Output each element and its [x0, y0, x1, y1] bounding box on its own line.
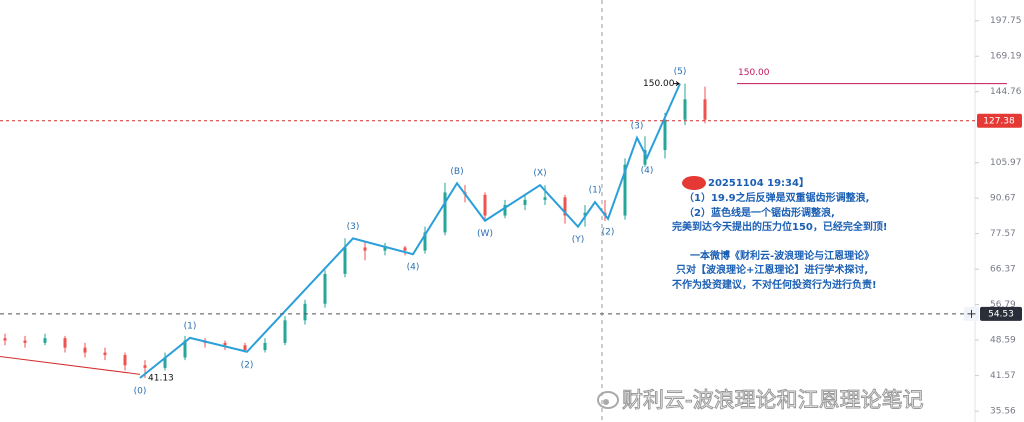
candle-body: [423, 232, 427, 251]
candle-body: [263, 342, 267, 351]
note-line: （1）19.9之后反弹是双重锯齿形调整浪,: [684, 191, 869, 204]
candle-body: [543, 197, 547, 200]
candle-body: [443, 192, 447, 233]
y-tick-label: 144.76: [990, 87, 1022, 97]
candle-body: [183, 340, 187, 358]
note-line: 完美到达今天提出的压力位150，已经完全到顶!: [672, 220, 887, 233]
crosshair-plus: [967, 309, 976, 318]
y-tick-label: 56.79: [990, 300, 1016, 310]
candle-body: [383, 247, 387, 251]
candle-body: [3, 338, 7, 341]
candle-body: [163, 357, 167, 368]
candle-body: [343, 247, 347, 274]
low-label: 41.13: [148, 374, 174, 384]
wave-label: (3): [631, 121, 644, 131]
y-tick-label: 105.97: [990, 158, 1022, 168]
candle-body: [683, 99, 687, 120]
candle-body: [103, 352, 107, 356]
candle-body: [703, 99, 707, 120]
price-axis-bg: [975, 0, 1024, 422]
y-tick-label: 90.67: [990, 194, 1016, 204]
candle-body: [363, 247, 367, 251]
current-price-label: 127.38: [983, 116, 1015, 126]
candle-body: [563, 197, 567, 216]
wave-label: (5): [674, 67, 687, 77]
wave-label: (2): [241, 360, 254, 370]
candle-body: [403, 247, 407, 251]
wave-label: (4): [407, 263, 420, 273]
current-price-box: [977, 113, 1022, 128]
target-arrow: [673, 81, 680, 87]
y-tick-label: 48.59: [990, 336, 1016, 346]
candle-body: [483, 194, 487, 216]
candle-body: [583, 212, 587, 216]
candle-body: [283, 320, 287, 343]
candle-body: [63, 338, 67, 348]
note-line: 一本微博《财利云-波浪理论与江恩理论》: [690, 249, 874, 262]
y-tick-label: 77.57: [990, 229, 1016, 239]
candle-body: [663, 119, 667, 151]
y-tick-label: 41.57: [990, 371, 1016, 381]
wave-line: [139, 83, 681, 379]
y-tick-label: 66.37: [990, 265, 1016, 275]
wave-label: (0): [134, 387, 147, 397]
candle-body: [623, 164, 627, 216]
wave-label: (3): [347, 222, 360, 232]
target-marker-label: 150.00: [643, 79, 675, 89]
watermark-icon: [597, 391, 619, 409]
candle-body: [643, 150, 647, 165]
wave-label: (2): [602, 227, 615, 237]
note-line: 只对【波浪理论+江恩理论】进行学术探讨,: [676, 263, 868, 276]
wave-label: (B): [450, 167, 463, 177]
wave-label: (1): [184, 321, 197, 331]
y-tick-label: 35.56: [990, 407, 1016, 417]
candle-body: [223, 342, 227, 346]
wave-label: (X): [533, 169, 546, 179]
note-line: 不作为投资建议，不对任何投资行为进行负责!: [672, 278, 877, 291]
candle-body: [523, 199, 527, 205]
watermark: 财利云-波浪理论和江恩理论笔记: [622, 388, 924, 412]
candle-body: [503, 204, 507, 216]
trend-line: [0, 356, 141, 375]
redaction: [682, 176, 706, 190]
candle-body: [323, 273, 327, 304]
candle-body: [243, 345, 247, 351]
candle-body: [143, 365, 147, 368]
note-line: （2）蓝色线是一个锯齿形调整浪,: [684, 206, 835, 219]
wave-label: (Y): [572, 235, 585, 245]
wave-label: (1): [589, 186, 602, 196]
crosshair-price-box: [980, 306, 1022, 321]
wave-label: (4): [641, 166, 654, 176]
wave-label: (W): [477, 229, 493, 239]
candle-body: [123, 355, 127, 366]
crosshair-price-label: 54.53: [988, 309, 1014, 319]
candle-body: [23, 340, 27, 343]
candle-body: [303, 303, 307, 321]
target-label: 150.00: [738, 68, 770, 78]
candle-body: [83, 347, 87, 353]
y-tick-label: 169.19: [990, 52, 1022, 62]
y-tick-label: 197.75: [990, 16, 1022, 26]
note-line: 20251104 19:34】: [708, 176, 809, 189]
candle-body: [43, 338, 47, 343]
